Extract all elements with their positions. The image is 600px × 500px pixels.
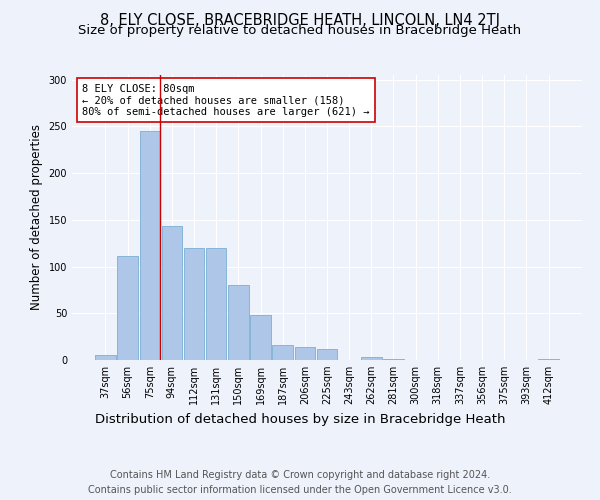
Text: Distribution of detached houses by size in Bracebridge Heath: Distribution of detached houses by size … bbox=[95, 412, 505, 426]
Bar bbox=[161, 226, 182, 360]
Bar bbox=[228, 285, 248, 360]
Bar bbox=[118, 256, 138, 360]
Text: 8, ELY CLOSE, BRACEBRIDGE HEATH, LINCOLN, LN4 2TJ: 8, ELY CLOSE, BRACEBRIDGE HEATH, LINCOLN… bbox=[100, 12, 500, 28]
Bar bbox=[140, 131, 160, 360]
Bar bbox=[295, 347, 315, 360]
Bar bbox=[361, 357, 382, 360]
Bar bbox=[317, 349, 337, 360]
Bar bbox=[206, 248, 226, 360]
Text: Size of property relative to detached houses in Bracebridge Heath: Size of property relative to detached ho… bbox=[79, 24, 521, 37]
Text: 8 ELY CLOSE: 80sqm
← 20% of detached houses are smaller (158)
80% of semi-detach: 8 ELY CLOSE: 80sqm ← 20% of detached hou… bbox=[82, 84, 370, 116]
Bar bbox=[95, 356, 116, 360]
Bar bbox=[383, 359, 404, 360]
Bar bbox=[272, 345, 293, 360]
Text: Contains HM Land Registry data © Crown copyright and database right 2024.: Contains HM Land Registry data © Crown c… bbox=[110, 470, 490, 480]
Bar bbox=[184, 248, 204, 360]
Bar bbox=[538, 359, 559, 360]
Bar bbox=[250, 315, 271, 360]
Text: Contains public sector information licensed under the Open Government Licence v3: Contains public sector information licen… bbox=[88, 485, 512, 495]
Y-axis label: Number of detached properties: Number of detached properties bbox=[30, 124, 43, 310]
